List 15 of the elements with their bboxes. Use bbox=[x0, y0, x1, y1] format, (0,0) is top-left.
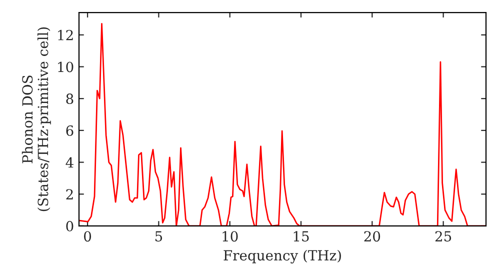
x-tick-label: 15 bbox=[294, 231, 309, 242]
y-tick-label: 6 bbox=[66, 125, 74, 136]
x-tick-label: 5 bbox=[155, 231, 162, 242]
x-tick-label: 20 bbox=[364, 231, 380, 242]
y-tick-label: 10 bbox=[58, 62, 74, 72]
y-tick-label: 0 bbox=[66, 220, 74, 232]
y-axis-title: Phonon DOS (States/THz·primitive cell) bbox=[22, 27, 51, 212]
x-axis-title: Frequency (THz) bbox=[224, 250, 341, 264]
x-tick-label: 10 bbox=[222, 231, 238, 242]
y-tick-label: 8 bbox=[66, 94, 74, 104]
y-tick-label: 4 bbox=[66, 157, 74, 168]
x-tick-label: 0 bbox=[84, 231, 92, 242]
y-tick-label: 2 bbox=[66, 189, 73, 200]
x-tick-label: 25 bbox=[435, 231, 452, 242]
y-tick-label: 12 bbox=[58, 30, 73, 40]
